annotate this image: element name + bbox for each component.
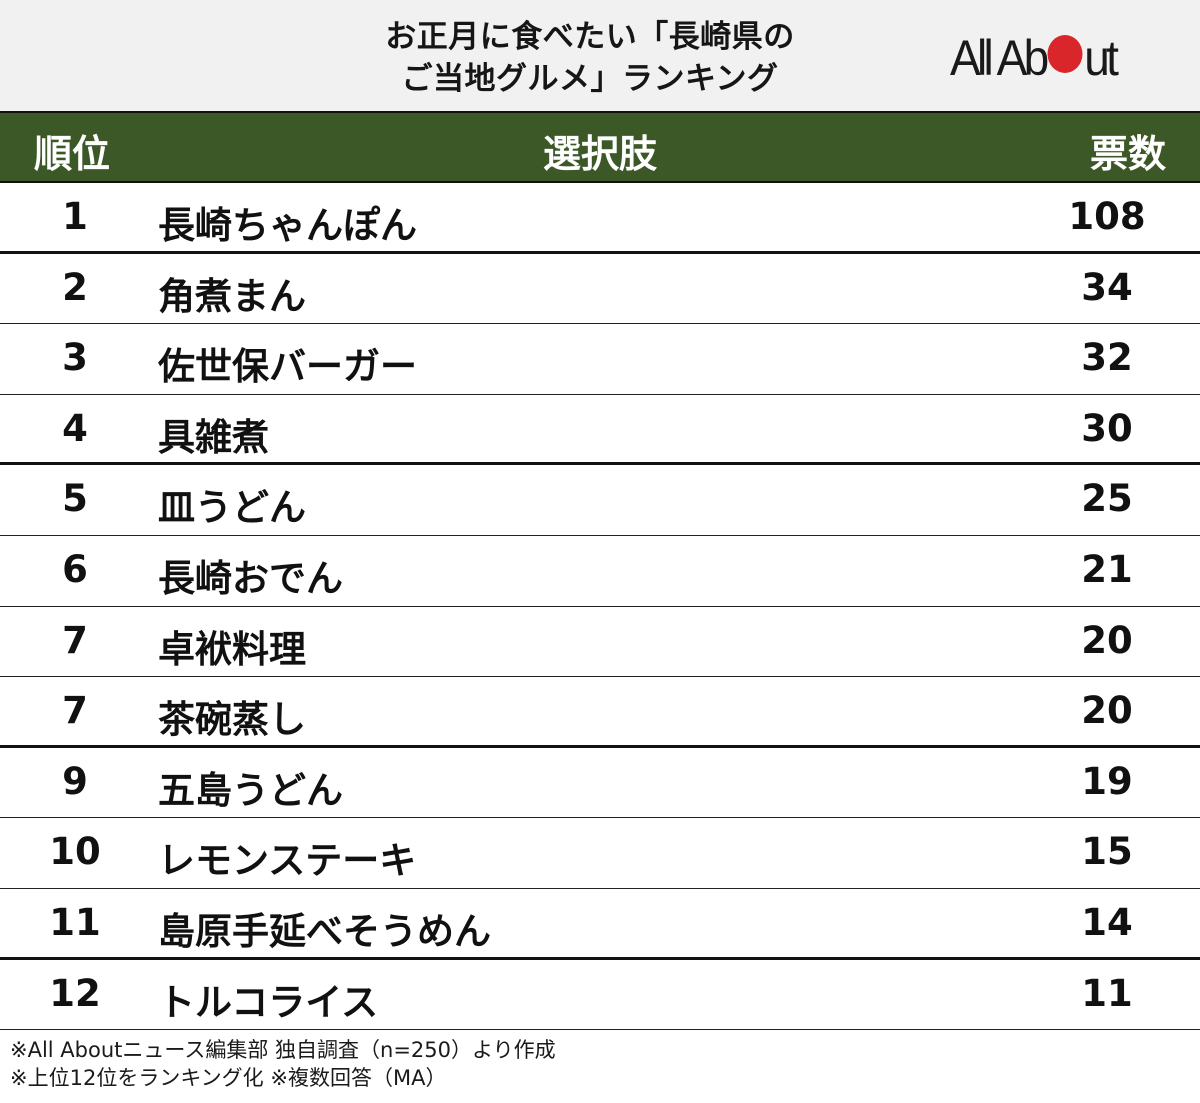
rank-cell: 10 (49, 830, 101, 874)
table-row: 4 具雑煮 30 (0, 395, 1200, 466)
title-line-1: お正月に食べたい「長崎県の (385, 19, 795, 55)
votes-cell: 108 (1068, 195, 1146, 238)
rank-cell: 1 (62, 195, 88, 238)
votes-cell: 21 (1081, 547, 1133, 591)
footnote-method: ※上位12位をランキング化 ※複数回答（MA） (10, 1066, 447, 1090)
table-row: 10 レモンステーキ 15 (0, 818, 1200, 889)
votes-cell: 14 (1081, 900, 1133, 944)
table-row: 2 角煮まん 34 (0, 254, 1200, 325)
name-cell: 佐世保バーガー (158, 345, 417, 389)
name-cell: 角煮まん (158, 274, 306, 318)
name-cell: レモンステーキ (158, 839, 417, 883)
rank-cell: 7 (62, 618, 88, 662)
footnotes: ※All Aboutニュース編集部 独自調査（n=250）より作成 ※上位12位… (10, 1036, 556, 1092)
footnote-source: ※All Aboutニュース編集部 独自調査（n=250）より作成 (10, 1038, 556, 1062)
votes-cell: 32 (1081, 336, 1133, 380)
name-cell: 長崎おでん (158, 556, 343, 600)
table-row: 12 トルコライス 11 (0, 960, 1200, 1031)
title-line-2: ご当地グルメ」ランキング (401, 61, 779, 97)
header-rank: 順位 (34, 132, 111, 176)
rank-cell: 9 (62, 759, 88, 803)
rank-cell: 11 (49, 900, 101, 944)
name-cell: トルコライス (158, 980, 379, 1024)
ranking-table: 1 長崎ちゃんぽん 108 2 角煮まん 34 3 佐世保バーガー 32 4 具… (0, 183, 1200, 1031)
votes-cell: 15 (1081, 830, 1133, 874)
votes-cell: 30 (1081, 406, 1133, 450)
name-cell: 茶碗蒸し (158, 698, 306, 742)
rank-cell: 5 (62, 477, 88, 521)
name-cell: 卓袱料理 (158, 627, 306, 671)
table-row: 3 佐世保バーガー 32 (0, 324, 1200, 395)
table-row: 9 五島うどん 19 (0, 748, 1200, 819)
table-row: 11 島原手延べそうめん 14 (0, 889, 1200, 960)
header-votes: 票数 (1089, 132, 1166, 176)
name-cell: 具雑煮 (158, 415, 269, 459)
rank-cell: 3 (62, 336, 88, 380)
logo-red-dot-icon (1047, 35, 1083, 73)
votes-cell: 34 (1081, 265, 1133, 309)
rank-cell: 12 (49, 971, 101, 1015)
votes-cell: 25 (1081, 477, 1133, 521)
table-row: 6 長崎おでん 21 (0, 536, 1200, 607)
name-cell: 皿うどん (158, 486, 306, 530)
table-row: 7 茶碗蒸し 20 (0, 677, 1200, 748)
rank-cell: 6 (62, 547, 88, 591)
table-row: 7 卓袱料理 20 (0, 607, 1200, 678)
name-cell: 長崎ちゃんぽん (158, 204, 417, 247)
chart-title: お正月に食べたい「長崎県の ご当地グルメ」ランキング (300, 16, 880, 100)
logo-text-left: All Ab (950, 30, 1049, 86)
name-cell: 五島うどん (158, 768, 343, 812)
logo-text-right: ut (1084, 30, 1119, 86)
table-row: 5 皿うどん 25 (0, 465, 1200, 536)
rank-cell: 2 (62, 265, 88, 309)
votes-cell: 20 (1081, 689, 1133, 733)
header-choice: 選択肢 (542, 132, 657, 176)
rank-cell: 7 (62, 689, 88, 733)
votes-cell: 20 (1081, 618, 1133, 662)
table-row: 1 長崎ちゃんぽん 108 (0, 183, 1200, 254)
rank-cell: 4 (62, 406, 88, 450)
title-area: お正月に食べたい「長崎県の ご当地グルメ」ランキング All Ab ut (0, 0, 1200, 111)
table-header: 選択肢 順位 票数 (0, 111, 1200, 183)
name-cell: 島原手延べそうめん (158, 909, 491, 953)
votes-cell: 11 (1081, 971, 1133, 1015)
allabout-logo: All Ab ut (950, 30, 1119, 86)
votes-cell: 19 (1081, 759, 1133, 803)
